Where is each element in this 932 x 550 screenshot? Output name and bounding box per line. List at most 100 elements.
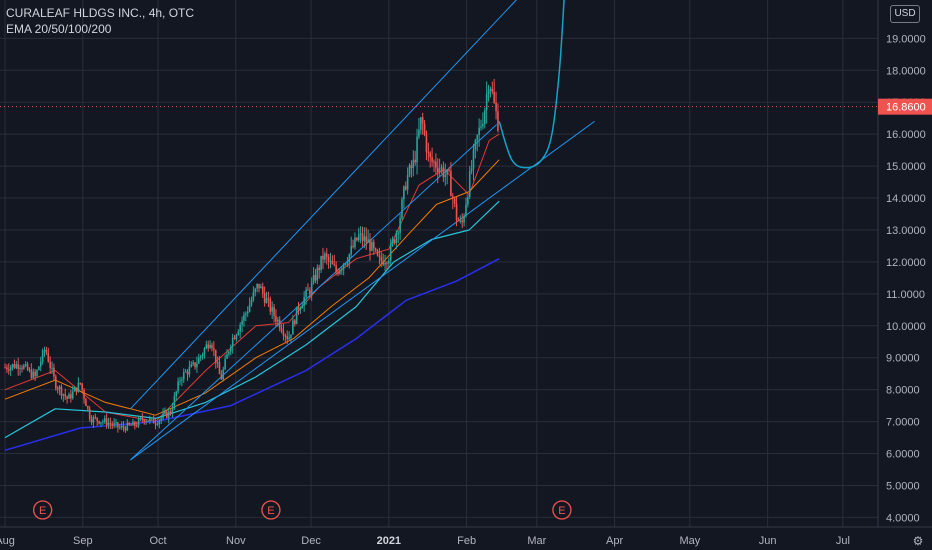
- candle-body: [245, 313, 247, 315]
- candle-body: [472, 149, 475, 169]
- candle-body: [4, 367, 6, 369]
- candle-body: [363, 236, 366, 241]
- price-tick-label: 11.0000: [886, 289, 925, 301]
- chart-title: CURALEAF HLDGS INC., 4h, OTC: [6, 6, 195, 20]
- trend-lines: [130, 0, 595, 461]
- candle-body: [107, 422, 110, 426]
- candle-body: [374, 248, 377, 251]
- candle-body: [132, 421, 134, 426]
- candle-body: [423, 123, 426, 135]
- candle-body: [182, 371, 185, 380]
- candle-body: [51, 367, 53, 369]
- candle-body: [186, 371, 189, 375]
- candle-body: [260, 286, 262, 289]
- candle-body: [440, 167, 443, 169]
- candle-body: [277, 319, 279, 322]
- candle-body: [149, 418, 151, 422]
- candle-body: [450, 171, 452, 197]
- candle-body: [410, 165, 413, 169]
- candle-body: [474, 140, 477, 150]
- price-tick-label: 10.0000: [886, 321, 926, 333]
- candle-body: [418, 129, 420, 137]
- candle-body: [36, 370, 38, 376]
- candle-body: [122, 425, 125, 428]
- ema-line-3: [4, 200, 500, 439]
- candle-body: [329, 260, 332, 262]
- price-tick-label: 18.0000: [886, 65, 926, 77]
- candle-body: [325, 253, 328, 257]
- candle-body: [113, 423, 115, 426]
- candle-body: [77, 382, 80, 392]
- time-axis[interactable]: Aug Sep Oct Nov Dec 2021 Feb Mar Apr May Jun Jul ⚙: [0, 526, 932, 550]
- candle-body: [389, 243, 392, 261]
- candle-body: [261, 286, 264, 294]
- candle-body: [468, 171, 471, 198]
- candle-body: [265, 298, 268, 303]
- candle-body: [463, 215, 465, 223]
- candle-body: [181, 379, 183, 381]
- candle-body: [150, 417, 153, 419]
- candle-body: [198, 357, 200, 364]
- candle-body: [399, 218, 401, 233]
- projection-path: [498, 0, 565, 169]
- currency-badge[interactable]: USD: [890, 5, 920, 23]
- candle-body: [292, 320, 294, 335]
- candle-body: [497, 111, 499, 131]
- time-tick-label: Feb: [457, 535, 476, 547]
- price-tick-label: 16.0000: [886, 129, 926, 141]
- candle-body: [58, 386, 61, 390]
- candle-body: [71, 391, 74, 399]
- candle-body: [194, 362, 196, 368]
- indicator-legend[interactable]: EMA 20/50/100/200: [6, 22, 112, 36]
- candle-body: [117, 422, 119, 428]
- candle-body: [421, 117, 424, 124]
- candle-body: [376, 250, 379, 256]
- candle-body: [100, 422, 102, 424]
- candle-body: [256, 283, 258, 289]
- candle-body: [96, 417, 99, 421]
- candle-body: [365, 236, 368, 243]
- candle-body: [239, 324, 241, 332]
- candle-body: [102, 421, 104, 423]
- candle-body: [250, 300, 253, 305]
- candle-body: [115, 422, 117, 424]
- trend-line-2: [130, 0, 517, 410]
- candle-body: [87, 406, 89, 409]
- candle-body: [94, 417, 97, 419]
- candle-body: [88, 408, 91, 420]
- candle-body: [367, 239, 369, 243]
- price-axis[interactable]: 4.0000 5.0000 6.0000 7.0000 8.0000 9.0000 10.0…: [877, 0, 932, 550]
- candle-body: [359, 233, 362, 235]
- projection-curve: [498, 0, 565, 169]
- candle-body: [412, 159, 415, 169]
- candle-body: [128, 422, 130, 425]
- candle-body: [233, 337, 236, 340]
- candle-body: [388, 260, 390, 264]
- candle-body: [429, 152, 432, 158]
- price-tick-label: 5.0000: [886, 480, 920, 492]
- price-tick-label: 15.0000: [886, 161, 926, 173]
- candle-body: [231, 337, 234, 347]
- candle-body: [173, 396, 176, 409]
- current-price-label: 16.8600: [886, 102, 926, 114]
- candle-body: [461, 220, 464, 223]
- time-tick-label: Jun: [759, 535, 777, 547]
- candle-body: [269, 299, 272, 312]
- candle-body: [271, 307, 273, 312]
- candle-body: [446, 169, 448, 175]
- candle-body: [397, 232, 400, 234]
- candle-body: [103, 418, 106, 422]
- candle-body: [214, 349, 217, 363]
- candle-body: [280, 328, 283, 332]
- candle-body: [433, 161, 435, 163]
- candle-body: [211, 344, 213, 349]
- candle-body: [213, 348, 215, 350]
- candle-body: [310, 282, 313, 294]
- candle-body: [38, 366, 40, 371]
- candle-body: [66, 396, 68, 399]
- candle-body: [26, 364, 29, 371]
- candle-body: [344, 263, 347, 265]
- candle-body: [340, 268, 343, 271]
